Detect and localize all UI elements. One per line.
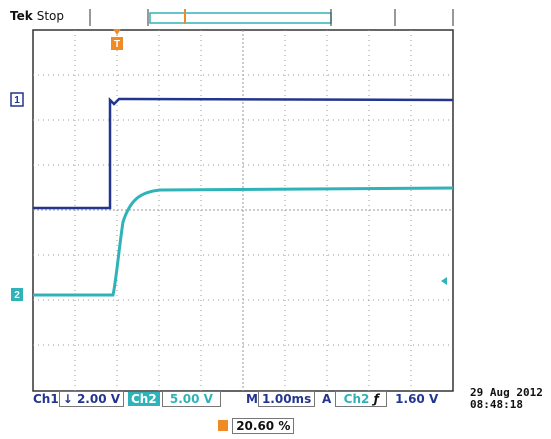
trigger-level-arrow [441, 277, 447, 285]
ch1-readout[interactable]: Ch1 ↓ 2.00 V [33, 391, 125, 407]
ch1-scale-box: ↓ 2.00 V [58, 391, 125, 407]
trigger-position-box: 20.60 % [232, 418, 295, 434]
ch1-scale: 2.00 V [76, 392, 121, 406]
trigger-readout[interactable]: A Ch2 ƒ 1.60 V [322, 391, 439, 407]
graticule-center-axes [33, 30, 453, 391]
timestamp: 29 Aug 2012 08:48:18 [470, 387, 543, 411]
channel2-ground-marker[interactable]: 2 [11, 288, 23, 301]
trigger-mode: A [322, 392, 332, 406]
channel1-marker-label: 1 [14, 95, 20, 106]
timebase-readout[interactable]: M 1.00ms [246, 391, 316, 407]
trigger-position-icon [218, 420, 228, 431]
ch2-scale-box: 5.00 V [161, 391, 222, 407]
trigger-position-readout[interactable]: 20.60 % [218, 418, 295, 434]
trigger-position-marker: T [111, 29, 123, 50]
trigger-source: Ch2 [343, 392, 370, 406]
trigger-source-box: Ch2 ƒ [335, 391, 387, 407]
timebase-value: 1.00ms [261, 392, 312, 406]
trigger-position-value: 20.60 % [236, 419, 291, 433]
ch2-scale: 5.00 V [169, 392, 213, 406]
status-header: Tek Stop [0, 0, 551, 30]
ch2-readout[interactable]: Ch2 5.00 V [128, 391, 222, 407]
rising-edge-icon: ƒ [373, 392, 379, 406]
ch1-coupling-icon: ↓ [62, 392, 73, 406]
channel1-ground-marker[interactable]: 1 [10, 92, 24, 107]
brand-label: Tek [10, 9, 33, 23]
timestamp-date: 29 Aug 2012 [470, 386, 543, 399]
channel2-waveform [33, 186, 454, 297]
trigger-level: 1.60 V [395, 392, 439, 406]
ch2-label: Ch2 [128, 392, 160, 406]
ch1-label: Ch1 [33, 392, 59, 406]
channel2-marker-label: 2 [14, 290, 20, 301]
brand-status: Tek Stop [10, 9, 64, 23]
channel1-waveform [33, 96, 454, 210]
timestamp-time: 08:48:18 [470, 398, 523, 411]
timebase-label: M [246, 392, 258, 406]
acquisition-status: Stop [36, 9, 64, 23]
timebase-box: 1.00ms [257, 391, 316, 407]
record-length-indicator [89, 9, 454, 26]
trigger-marker-label: T [114, 39, 120, 50]
